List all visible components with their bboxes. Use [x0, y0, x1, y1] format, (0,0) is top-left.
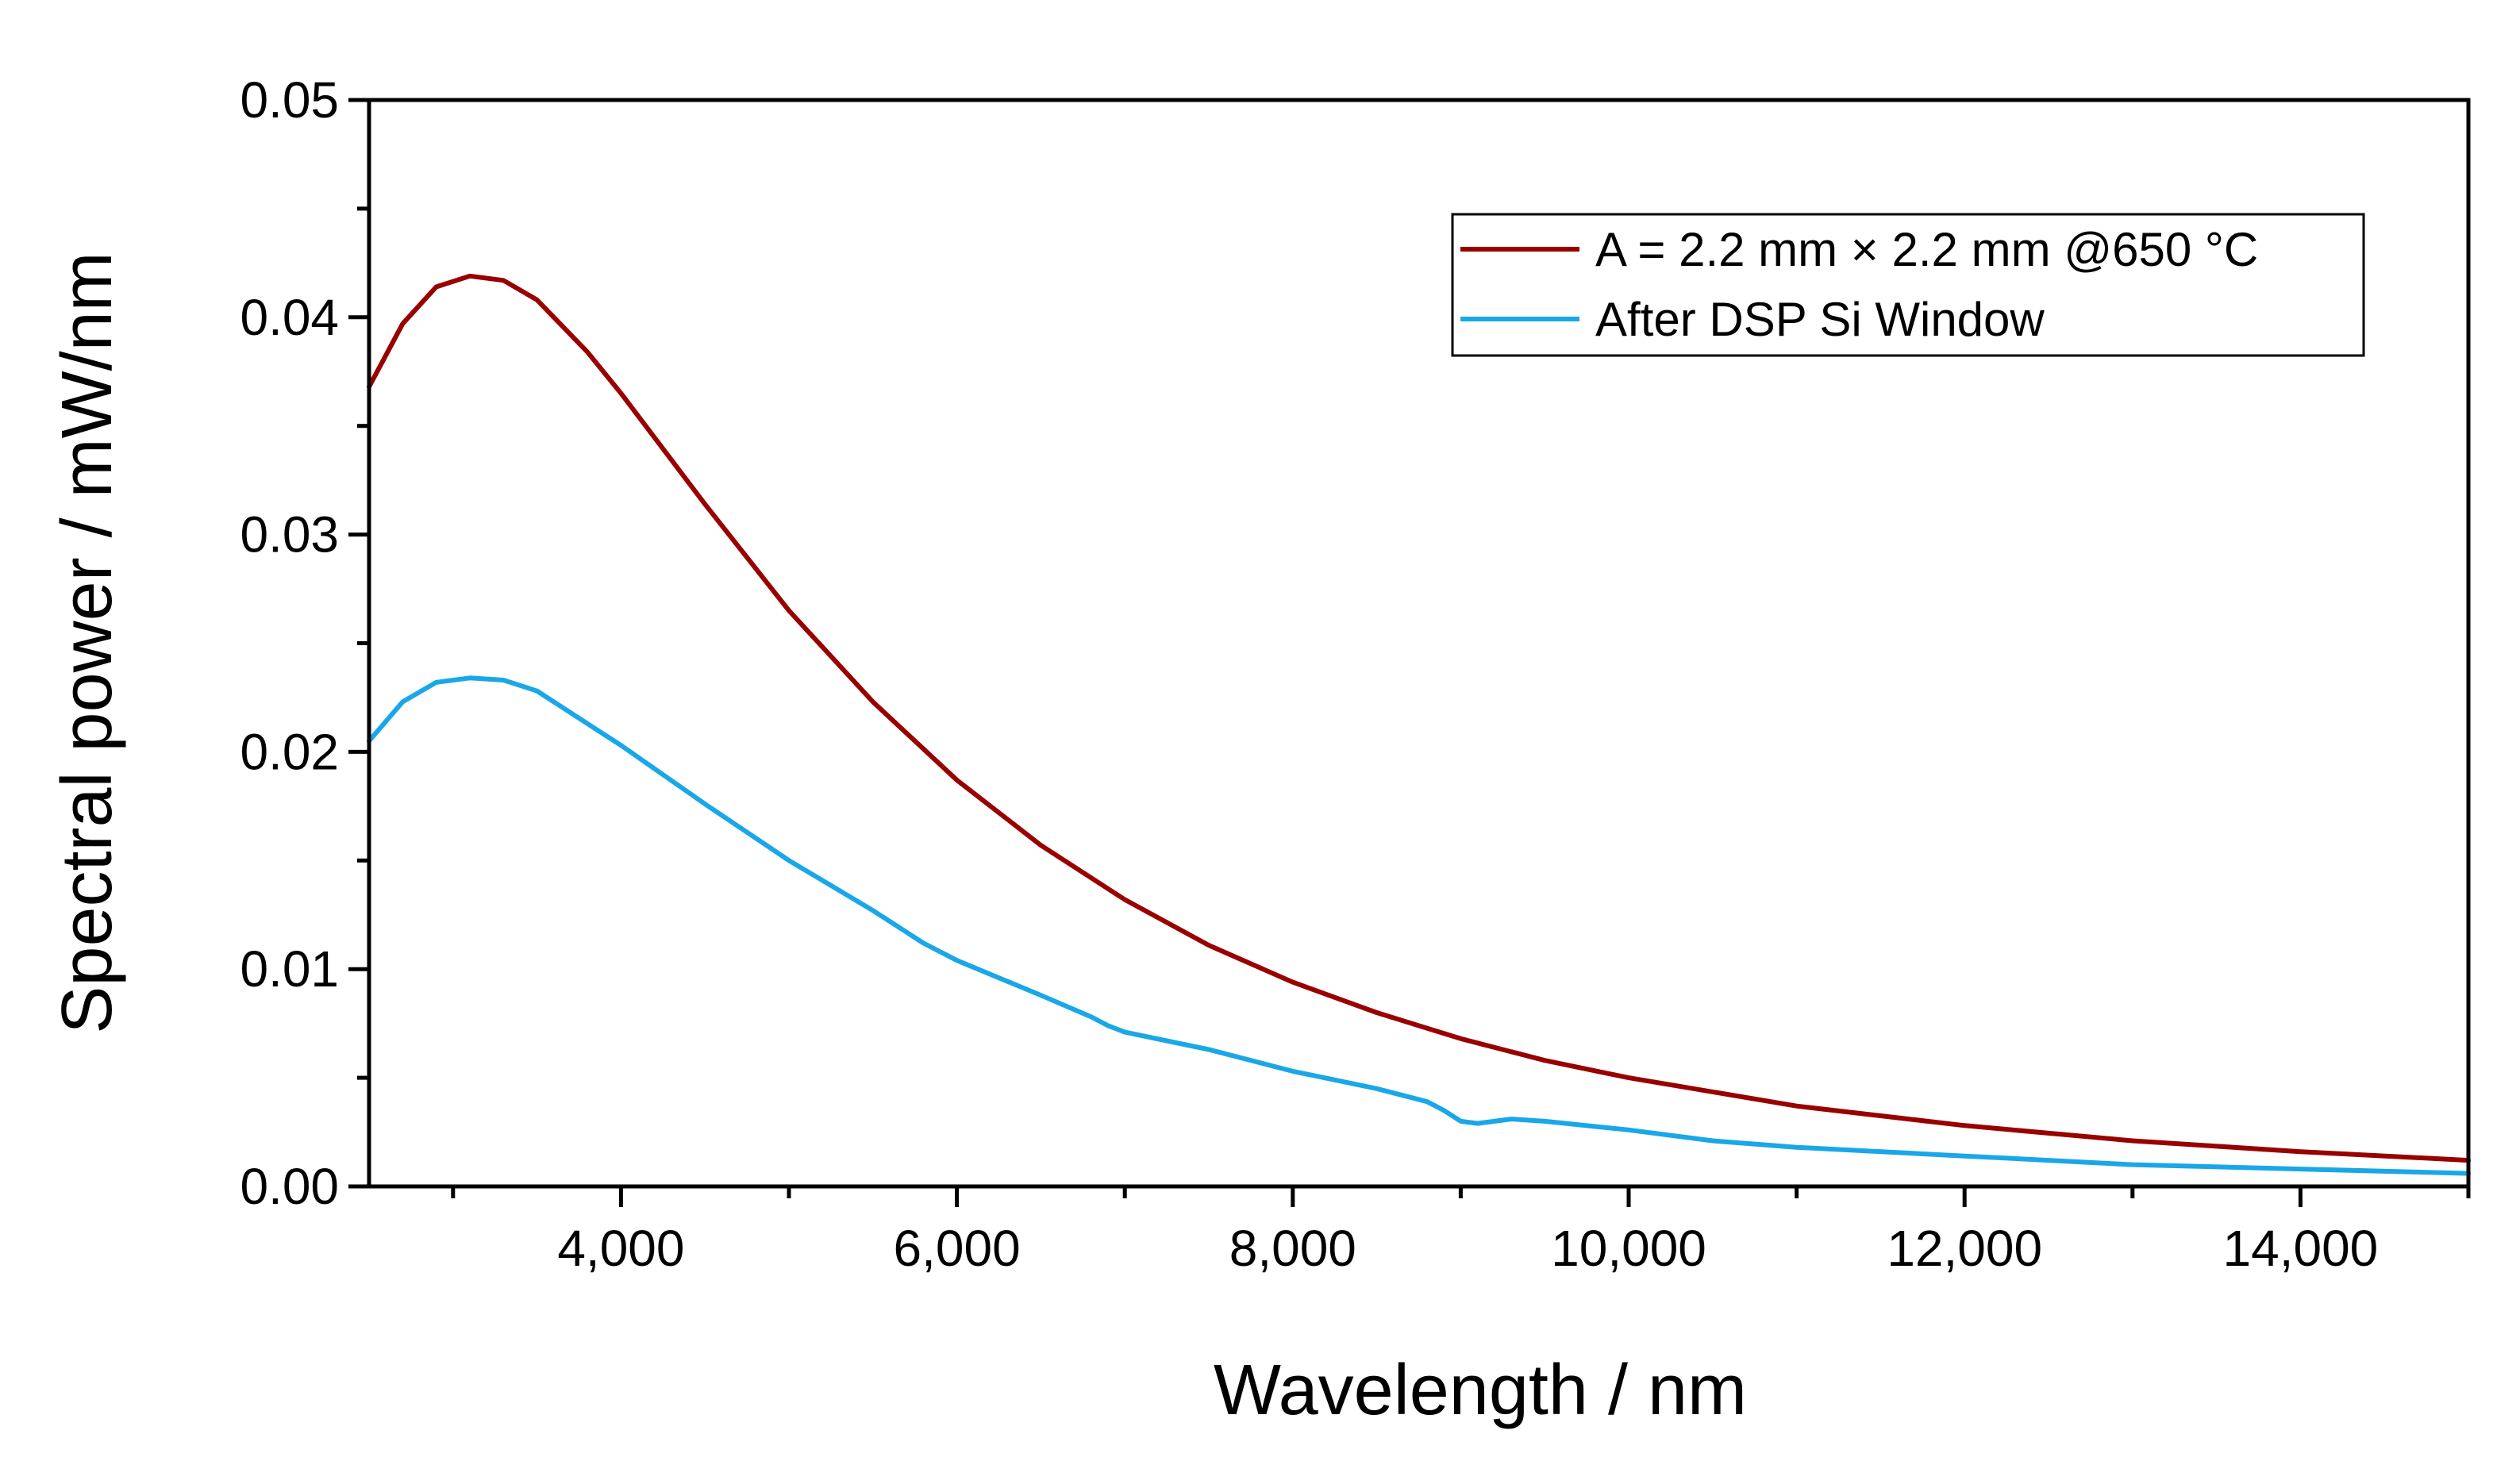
- plot-area-frame: [367, 98, 2471, 1189]
- x-tick-label: 6,000: [894, 1220, 1021, 1277]
- y-tick-label: 0.00: [240, 1158, 339, 1215]
- y-tick-label: 0.01: [240, 940, 339, 998]
- tick-labels-layer: 4,000 6,000 8,000 10,000 12,000 14,000 0.00 0.0…: [240, 71, 2378, 1277]
- legend-box: [1451, 213, 2365, 357]
- y-tick-label: 0.04: [240, 289, 339, 346]
- x-tick-label: 12,000: [1887, 1220, 2042, 1277]
- x-tick-label: 14,000: [2223, 1220, 2379, 1277]
- legend-label-after-window: After DSP Si Window: [1595, 293, 2045, 346]
- x-axis-title: Wavelength / nm: [1214, 1351, 1747, 1430]
- y-axis-title: Spectral power / mW/nm: [48, 252, 127, 1033]
- x-tick-label: 8,000: [1229, 1220, 1356, 1277]
- y-tick-label: 0.05: [240, 71, 339, 129]
- y-tick-label: 0.03: [240, 506, 339, 563]
- legend-label-heated-source: A = 2.2 mm × 2.2 mm @650 °C: [1595, 223, 2258, 276]
- series-line-0: [367, 273, 2471, 1163]
- x-tick-label: 4,000: [557, 1220, 684, 1277]
- y-tick-label: 0.02: [240, 723, 339, 780]
- x-tick-label: 10,000: [1551, 1220, 1706, 1277]
- series-line-1: [367, 675, 2471, 1176]
- legend: A = 2.2 mm × 2.2 mm @650 °C After DSP Si…: [1451, 213, 2365, 357]
- series-layer: [367, 273, 2471, 1176]
